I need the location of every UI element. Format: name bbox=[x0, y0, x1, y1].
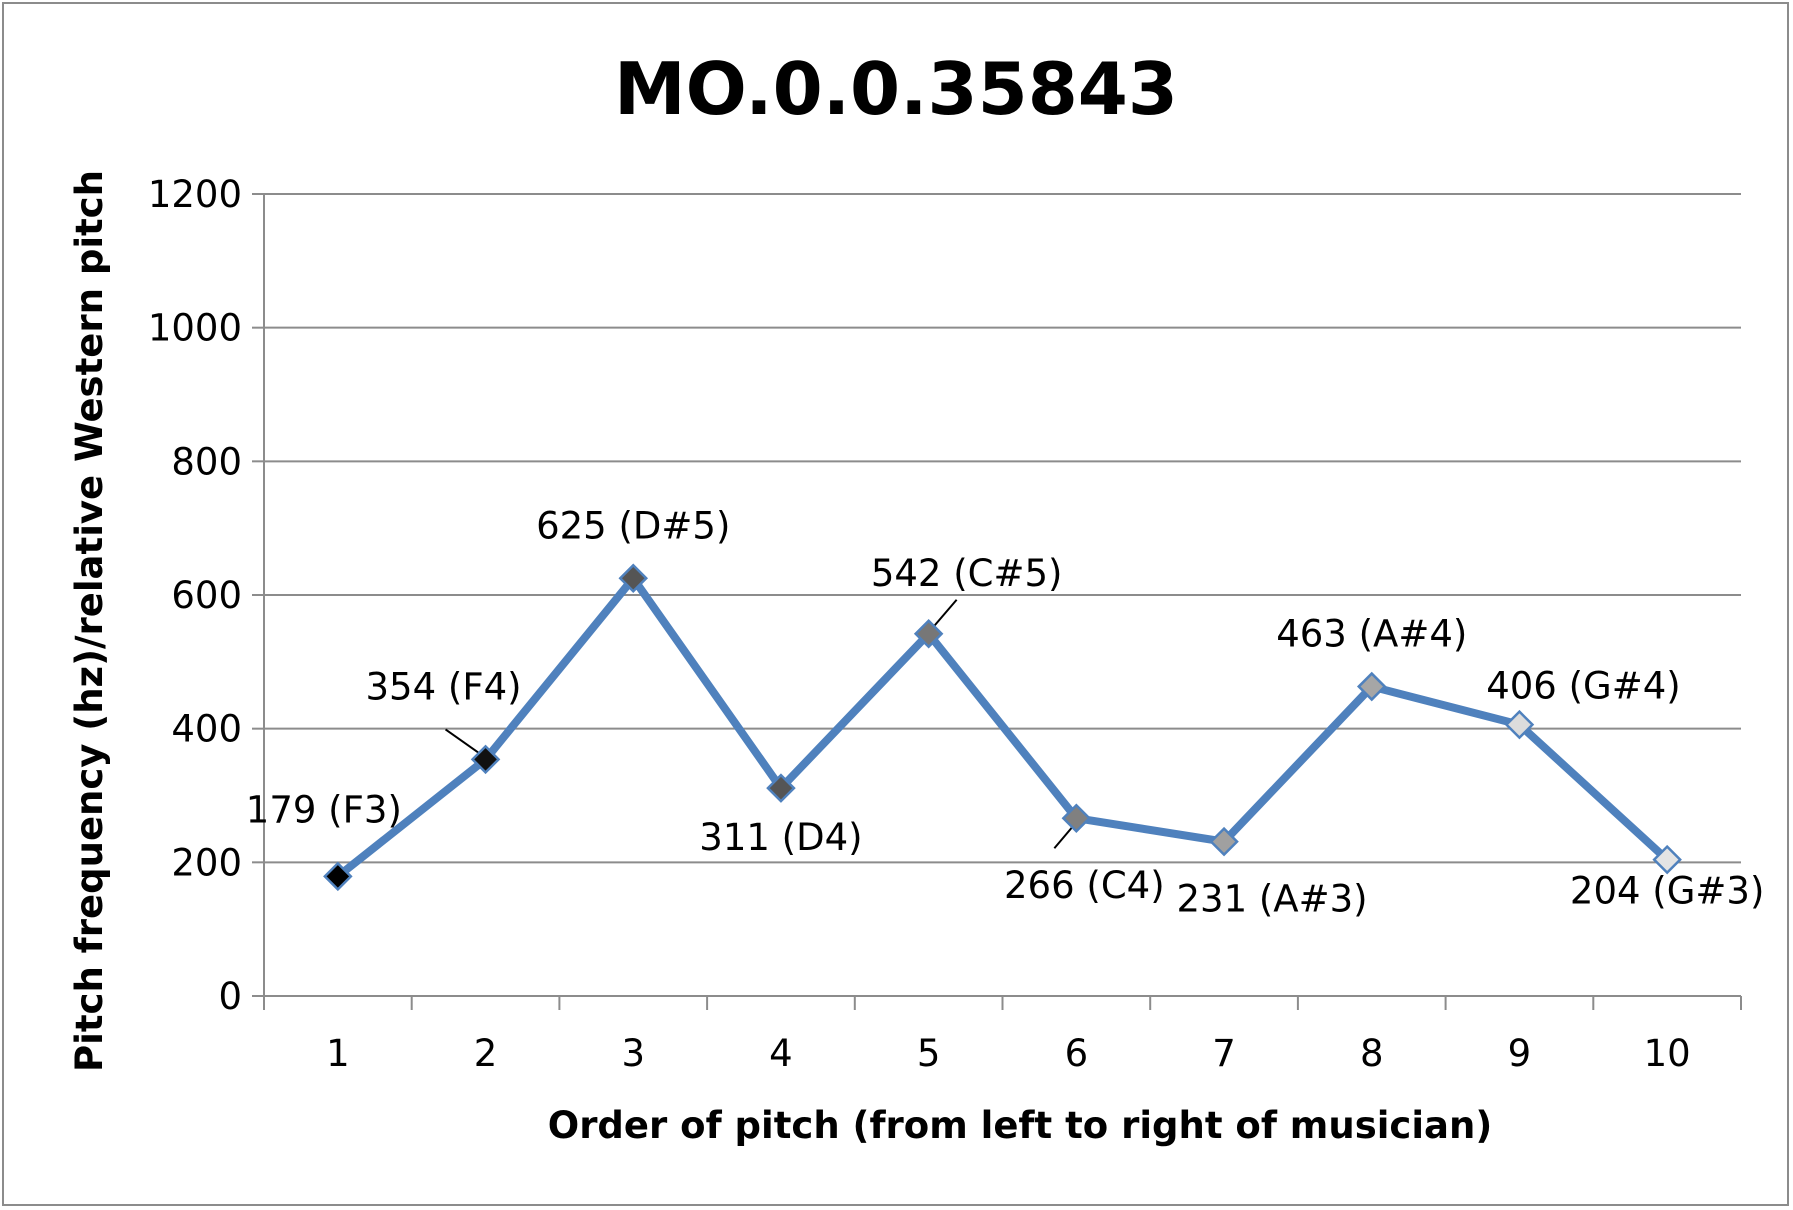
data-point-marker bbox=[1061, 803, 1092, 833]
y-tick-label: 200 bbox=[171, 841, 242, 884]
data-point-marker bbox=[618, 563, 649, 594]
x-tick-label: 3 bbox=[621, 1032, 645, 1075]
y-tick-label: 1000 bbox=[148, 307, 242, 350]
y-tick-label: 800 bbox=[171, 440, 242, 483]
data-point-marker bbox=[766, 773, 796, 803]
x-tick-label: 8 bbox=[1360, 1032, 1384, 1075]
data-label: 179 (F3) bbox=[246, 788, 402, 831]
data-point-marker bbox=[1652, 844, 1682, 875]
data-point-marker bbox=[323, 861, 353, 892]
data-point-marker bbox=[913, 618, 944, 649]
x-axis-title: Order of pitch (from left to right of mu… bbox=[548, 1104, 1493, 1147]
x-tick-label: 1 bbox=[326, 1032, 350, 1075]
chart-title: MO.0.0.35843 bbox=[614, 47, 1178, 131]
x-tick-label: 5 bbox=[917, 1032, 941, 1075]
x-tick-label: 9 bbox=[1508, 1032, 1532, 1075]
series-line-layer bbox=[333, 574, 1672, 881]
x-tick-label: 10 bbox=[1644, 1032, 1691, 1075]
data-label: 406 (G#4) bbox=[1486, 665, 1680, 708]
markers bbox=[323, 563, 1682, 892]
y-tick-label: 0 bbox=[218, 975, 242, 1018]
data-label: 231 (A#3) bbox=[1176, 878, 1367, 921]
axes bbox=[252, 193, 1742, 1010]
x-tick-label: 4 bbox=[769, 1032, 793, 1075]
y-tick-label: 1200 bbox=[148, 173, 242, 216]
data-labels: 179 (F3) 354 (F4) 625 (D#5) 311 (D4) 542 (C#… bbox=[246, 504, 1765, 920]
data-label: 354 (F4) bbox=[366, 665, 522, 708]
x-tick-label: 7 bbox=[1212, 1032, 1236, 1075]
x-tick-label: 2 bbox=[474, 1032, 498, 1075]
data-point-marker bbox=[1356, 671, 1387, 702]
x-tick-labels: 1 2 3 4 5 6 7 8 9 10 bbox=[326, 1032, 1691, 1075]
y-tick-labels: 0 200 400 600 800 1000 1200 bbox=[148, 173, 242, 1018]
x-tick-label: 6 bbox=[1065, 1032, 1089, 1075]
data-label: 542 (C#5) bbox=[871, 552, 1063, 595]
y-axis-title: Pitch frequency (hz)/relative Western pi… bbox=[68, 170, 111, 1072]
data-label: 266 (C4) bbox=[1004, 864, 1165, 907]
data-point-marker bbox=[470, 744, 501, 775]
data-label: 463 (A#4) bbox=[1276, 613, 1467, 656]
y-tick-label: 600 bbox=[171, 574, 242, 617]
label-leader-line bbox=[931, 599, 958, 629]
label-leader-line bbox=[444, 728, 481, 755]
series-line bbox=[333, 574, 1672, 881]
data-label: 625 (D#5) bbox=[536, 504, 730, 547]
data-point-marker bbox=[1504, 709, 1535, 740]
data-label: 311 (D4) bbox=[699, 816, 862, 859]
y-tick-label: 400 bbox=[171, 708, 242, 751]
label-leader-lines bbox=[444, 599, 1078, 849]
data-point-marker bbox=[1209, 826, 1239, 857]
data-label: 204 (G#3) bbox=[1570, 870, 1764, 913]
